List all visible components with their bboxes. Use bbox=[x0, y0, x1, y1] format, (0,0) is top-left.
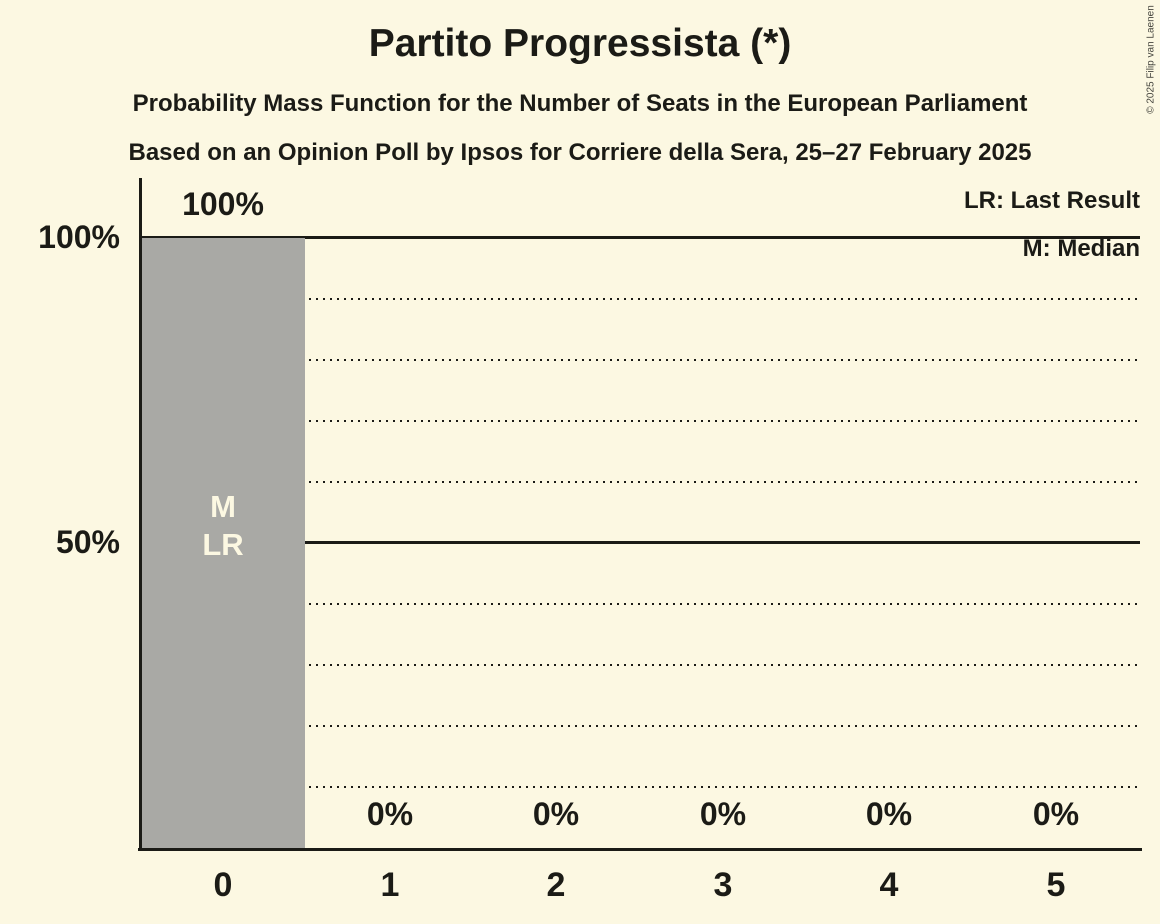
x-tick-label-5: 5 bbox=[1046, 866, 1066, 904]
legend-last-result: LR: Last Result bbox=[963, 187, 1140, 214]
bar-value-label-seat-3: 0% bbox=[699, 796, 747, 832]
y-tick-label-50: 50% bbox=[55, 524, 120, 560]
copyright-text: © 2025 Filip van Laenen bbox=[1145, 5, 1157, 114]
x-tick-label-4: 4 bbox=[879, 866, 899, 904]
x-axis-line bbox=[138, 848, 1142, 851]
y-tick-label-100: 100% bbox=[38, 219, 120, 255]
bar-value-label-seat-0: 100% bbox=[182, 186, 264, 222]
bar-value-label-seat-4: 0% bbox=[865, 796, 913, 832]
x-tick-label-1: 1 bbox=[380, 866, 400, 904]
x-tick-label-2: 2 bbox=[546, 866, 566, 904]
y-axis-line bbox=[139, 178, 142, 851]
gridline-60pct bbox=[141, 481, 1140, 483]
gridline-50pct bbox=[141, 541, 1140, 544]
x-tick-label-3: 3 bbox=[713, 866, 733, 904]
gridline-40pct bbox=[141, 603, 1140, 605]
bar-seat-0 bbox=[141, 238, 305, 848]
chart-subtitle-poll: Based on an Opinion Poll by Ipsos for Co… bbox=[128, 139, 1032, 166]
chart-title: Partito Progressista (*) bbox=[368, 22, 792, 65]
bar-value-label-seat-1: 0% bbox=[366, 796, 414, 832]
x-tick-label-0: 0 bbox=[213, 866, 233, 904]
gridline-100pct bbox=[141, 236, 1140, 239]
chart-subtitle-pmf: Probability Mass Function for the Number… bbox=[132, 90, 1028, 117]
legend-median: M: Median bbox=[1022, 235, 1140, 262]
gridline-10pct bbox=[141, 786, 1140, 788]
gridline-70pct bbox=[141, 420, 1140, 422]
gridline-30pct bbox=[141, 664, 1140, 666]
bar-value-label-seat-2: 0% bbox=[532, 796, 580, 832]
median-last-result-annotation: M LR bbox=[141, 488, 305, 564]
gridline-20pct bbox=[141, 725, 1140, 727]
gridline-90pct bbox=[141, 298, 1140, 300]
gridline-80pct bbox=[141, 359, 1140, 361]
median-marker: M bbox=[210, 489, 236, 524]
bar-value-label-seat-5: 0% bbox=[1032, 796, 1080, 832]
last-result-marker: LR bbox=[202, 527, 244, 562]
